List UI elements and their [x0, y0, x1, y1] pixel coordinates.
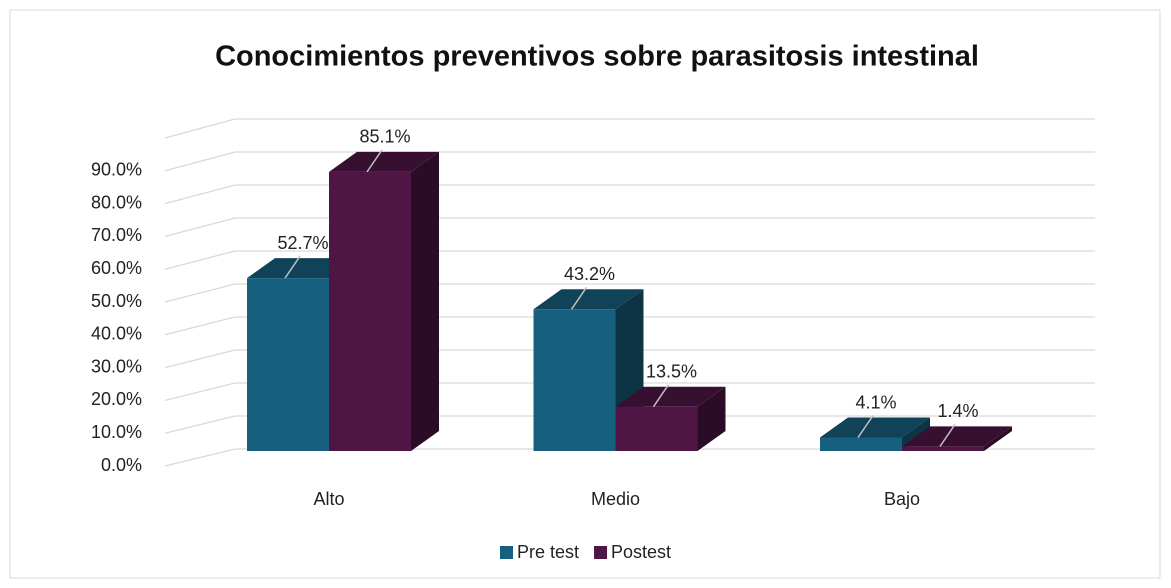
- grid-line: [164, 448, 1095, 467]
- bar-face: [820, 417, 930, 438]
- grid-line: [164, 118, 1095, 139]
- y-tick-label: 50.0%: [91, 291, 142, 311]
- bar: [533, 289, 644, 451]
- bar: [820, 417, 930, 451]
- bar-face: [329, 171, 411, 451]
- leader-line: [939, 423, 956, 447]
- grid-line: [164, 382, 1095, 402]
- bar-face: [247, 278, 329, 451]
- data-label: 85.1%: [359, 127, 410, 147]
- bar: [329, 151, 439, 451]
- legend-swatch: [594, 546, 608, 559]
- bar-face: [329, 151, 439, 172]
- grid-line: [164, 283, 1095, 303]
- y-tick-label: 40.0%: [91, 324, 142, 344]
- data-label: 43.2%: [564, 264, 615, 284]
- y-tick-label: 60.0%: [91, 258, 142, 278]
- x-tick-label: Alto: [313, 489, 344, 509]
- y-tick-label: 90.0%: [91, 160, 142, 180]
- data-label: 13.5%: [646, 361, 697, 381]
- bar-face: [902, 426, 1012, 447]
- leader-line: [857, 415, 874, 438]
- grid-line: [164, 250, 1095, 270]
- grid-line: [164, 415, 1095, 434]
- y-tick-label: 10.0%: [91, 422, 142, 442]
- leader-line: [570, 286, 588, 310]
- bar: [902, 426, 1012, 451]
- leader-line: [366, 149, 383, 173]
- bar-face: [411, 151, 439, 451]
- bar-face: [697, 386, 726, 451]
- grid-line: [164, 184, 1095, 205]
- legend-label: Pre test: [517, 542, 579, 562]
- bar-face: [984, 426, 1012, 451]
- bar-face: [902, 446, 984, 451]
- grid-line: [164, 316, 1095, 336]
- data-label: 4.1%: [855, 392, 896, 412]
- grid-line: [164, 217, 1095, 238]
- data-label: 52.7%: [277, 233, 328, 253]
- y-tick-label: 20.0%: [91, 389, 142, 409]
- x-tick-label: Bajo: [884, 489, 920, 509]
- leader-line: [284, 255, 301, 279]
- x-tick-label: Medio: [591, 489, 640, 509]
- bar-face: [820, 437, 902, 451]
- bar: [615, 386, 726, 451]
- bar-face: [615, 386, 726, 407]
- y-tick-label: 80.0%: [91, 192, 142, 212]
- bar-face: [615, 406, 698, 451]
- y-tick-label: 70.0%: [91, 225, 142, 245]
- y-tick-label: 0.0%: [101, 455, 142, 475]
- legend-swatch: [500, 546, 513, 559]
- y-tick-label: 30.0%: [91, 356, 142, 376]
- bar-face: [533, 309, 616, 451]
- bar-face: [533, 289, 644, 310]
- grid-line: [164, 349, 1095, 369]
- leader-line: [652, 384, 670, 408]
- grid-line: [164, 151, 1095, 172]
- chart-title: Conocimientos preventivos sobre parasito…: [215, 41, 979, 73]
- legend-label: Postest: [611, 542, 671, 562]
- data-label: 1.4%: [937, 401, 978, 421]
